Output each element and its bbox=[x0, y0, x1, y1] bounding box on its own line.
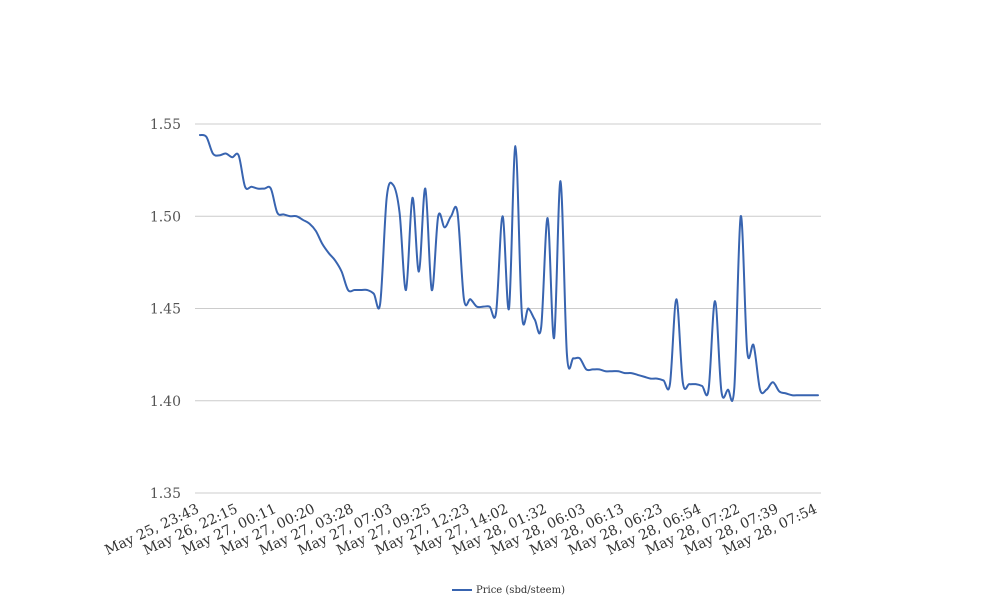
series-line-0 bbox=[199, 133, 819, 402]
y-tick-label-0: 1.35 bbox=[150, 486, 181, 502]
y-tick-label-3: 1.50 bbox=[150, 209, 181, 225]
y-tick-label-2: 1.45 bbox=[150, 302, 181, 318]
legend-label-price: Price (sbd/steem) bbox=[476, 585, 565, 596]
y-tick-label-4: 1.55 bbox=[150, 117, 181, 133]
legend: Price (sbd/steem) bbox=[452, 585, 565, 596]
y-tick-label-1: 1.40 bbox=[150, 394, 181, 410]
series-layer bbox=[199, 133, 819, 402]
y-axis-ticks: 1.35 1.40 1.45 1.50 1.55 bbox=[150, 117, 181, 502]
